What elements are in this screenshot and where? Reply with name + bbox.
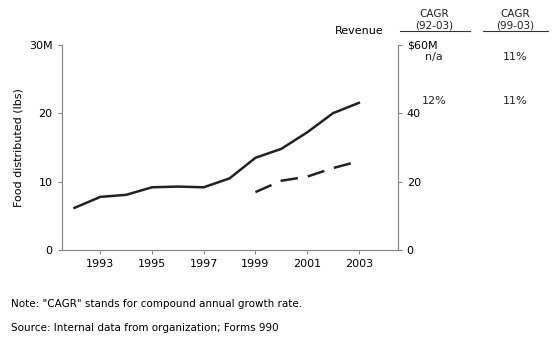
Y-axis label: Food distributed (lbs): Food distributed (lbs) bbox=[13, 88, 24, 207]
Text: Note: "CAGR" stands for compound annual growth rate.: Note: "CAGR" stands for compound annual … bbox=[11, 299, 302, 309]
Text: CAGR: CAGR bbox=[419, 9, 449, 19]
Text: 12%: 12% bbox=[422, 96, 446, 106]
Text: Revenue: Revenue bbox=[335, 26, 384, 36]
Text: (99-03): (99-03) bbox=[496, 21, 534, 31]
Text: CAGR: CAGR bbox=[501, 9, 530, 19]
Text: Source: Internal data from organization; Forms 990: Source: Internal data from organization;… bbox=[11, 323, 279, 333]
Text: (92-03): (92-03) bbox=[415, 21, 453, 31]
Text: 11%: 11% bbox=[503, 52, 528, 62]
Text: n/a: n/a bbox=[425, 52, 443, 62]
Text: 11%: 11% bbox=[503, 96, 528, 106]
